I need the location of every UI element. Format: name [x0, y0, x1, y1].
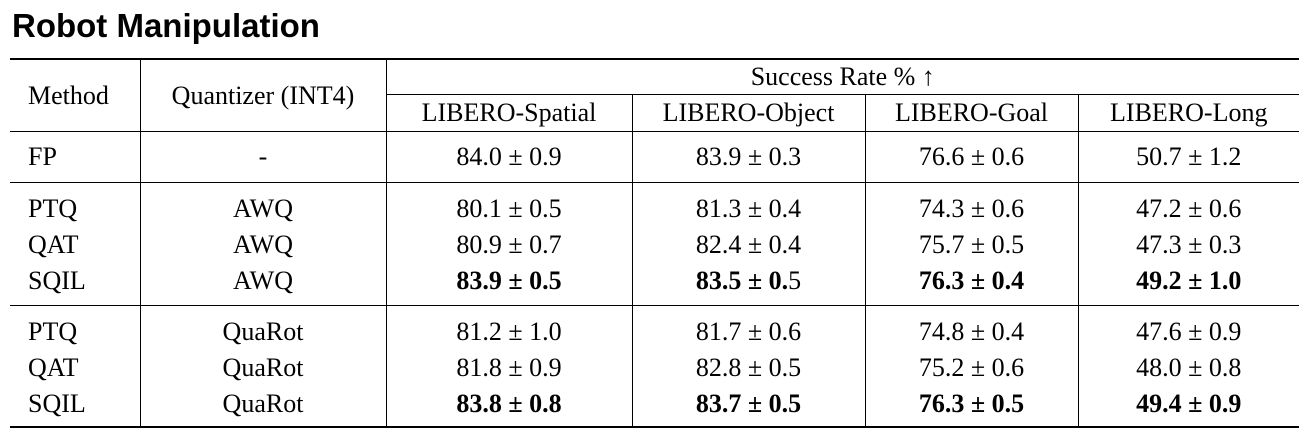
cell-method: PTQ: [28, 194, 78, 223]
table-row-awq-ptq: PTQ AWQ 80.1 ± 0.5 81.3 ± 0.4 74.3 ± 0.6…: [10, 182, 1299, 227]
header-quantizer: Quantizer (INT4): [139, 59, 386, 132]
cell-quantizer: -: [139, 131, 386, 183]
cell-method: PTQ: [28, 317, 78, 346]
page-title: Robot Manipulation: [12, 7, 320, 44]
cell-value: 83.9 ± 0.3: [631, 131, 865, 183]
cell-value: 84.0 ± 0.9: [385, 131, 632, 183]
header-row-1: Method Quantizer (INT4) Success Rate % ↑: [10, 59, 1299, 132]
cell-value-bold: 83.8 ± 0.8: [456, 389, 562, 418]
cell-value: 75.7 ± 0.5: [864, 227, 1078, 263]
cell-method: SQIL: [28, 389, 86, 418]
cell-value: 47.3 ± 0.3: [1077, 227, 1299, 263]
results-table: Method Quantizer (INT4) Success Rate % ↑…: [10, 58, 1299, 428]
cell-value-best: 83.7 ± 0.5: [631, 386, 865, 427]
cell-value-best: 49.2 ± 1.0: [1077, 263, 1299, 306]
cell-method: QAT: [28, 230, 79, 259]
cell-value: 80.1 ± 0.5: [385, 182, 632, 227]
cell-value: 76.6 ± 0.6: [864, 131, 1078, 183]
cell-value: 47.2 ± 0.6: [1077, 182, 1299, 227]
header-task-long: LIBERO-Long: [1077, 94, 1299, 132]
cell-value-bold: 49.2 ± 1.0: [1136, 266, 1242, 295]
cell-method: QAT: [28, 353, 79, 382]
cell-value: 81.3 ± 0.4: [631, 182, 865, 227]
table-row-quarot-sqil: SQIL QuaRot 83.8 ± 0.8 83.7 ± 0.5 76.3 ±…: [10, 386, 1299, 427]
cell-value: 80.9 ± 0.7: [385, 227, 632, 263]
cell-value-best: 83.5 ± 0.5: [631, 263, 865, 306]
cell-quantizer: AWQ: [139, 263, 386, 306]
cell-value: 82.4 ± 0.4: [631, 227, 865, 263]
table-row-quarot-qat: QAT QuaRot 81.8 ± 0.9 82.8 ± 0.5 75.2 ± …: [10, 350, 1299, 386]
cell-value: 47.6 ± 0.9: [1077, 305, 1299, 350]
cell-value-bold: 83.5 ± 0.: [695, 266, 789, 295]
cell-value-tail: 5: [788, 266, 802, 295]
header-row-2: LIBERO-Spatial LIBERO-Object LIBERO-Goal…: [10, 94, 1299, 132]
cell-value: 81.7 ± 0.6: [631, 305, 865, 350]
cell-value-best: 76.3 ± 0.5: [864, 386, 1078, 427]
cell-value: 50.7 ± 1.2: [1077, 131, 1299, 183]
results-table-container: Method Quantizer (INT4) Success Rate % ↑…: [10, 58, 1299, 428]
table-row-quarot-ptq: PTQ QuaRot 81.2 ± 1.0 81.7 ± 0.6 74.8 ± …: [10, 305, 1299, 350]
cell-value: 81.8 ± 0.9: [385, 350, 632, 386]
cell-value: 74.8 ± 0.4: [864, 305, 1078, 350]
cell-value: 81.2 ± 1.0: [385, 305, 632, 350]
header-success-rate: Success Rate % ↑: [385, 59, 1299, 95]
table-row-awq-qat: QAT AWQ 80.9 ± 0.7 82.4 ± 0.4 75.7 ± 0.5…: [10, 227, 1299, 263]
header-method: Method: [28, 80, 109, 110]
cell-quantizer: QuaRot: [139, 386, 386, 427]
cell-quantizer: QuaRot: [139, 350, 386, 386]
cell-value: 82.8 ± 0.5: [631, 350, 865, 386]
header-task-spatial: LIBERO-Spatial: [385, 94, 632, 132]
table-row-fp: FP - 84.0 ± 0.9 83.9 ± 0.3 76.6 ± 0.6 50…: [10, 131, 1299, 183]
cell-value-best: 49.4 ± 0.9: [1077, 386, 1299, 427]
cell-value: 48.0 ± 0.8: [1077, 350, 1299, 386]
header-task-goal: LIBERO-Goal: [864, 94, 1078, 132]
cell-value-best: 83.9 ± 0.5: [385, 263, 632, 306]
table-row-awq-sqil: SQIL AWQ 83.9 ± 0.5 83.5 ± 0.5 76.3 ± 0.…: [10, 263, 1299, 306]
cell-value-best: 76.3 ± 0.4: [864, 263, 1078, 306]
cell-value: 74.3 ± 0.6: [864, 182, 1078, 227]
cell-quantizer: AWQ: [139, 182, 386, 227]
cell-value-bold: 49.4 ± 0.9: [1136, 389, 1242, 418]
cell-value-best: 83.8 ± 0.8: [385, 386, 632, 427]
cell-value: 75.2 ± 0.6: [864, 350, 1078, 386]
cell-method: FP: [28, 142, 57, 171]
cell-method: SQIL: [28, 266, 86, 295]
cell-value-bold: 83.7 ± 0.5: [695, 389, 802, 418]
cell-value-bold: 83.9 ± 0.5: [456, 266, 562, 295]
cell-quantizer: QuaRot: [139, 305, 386, 350]
cell-value-bold: 76.3 ± 0.5: [918, 389, 1025, 418]
cell-value-bold: 76.3 ± 0.4: [918, 266, 1025, 295]
cell-quantizer: AWQ: [139, 227, 386, 263]
header-task-object: LIBERO-Object: [631, 94, 865, 132]
